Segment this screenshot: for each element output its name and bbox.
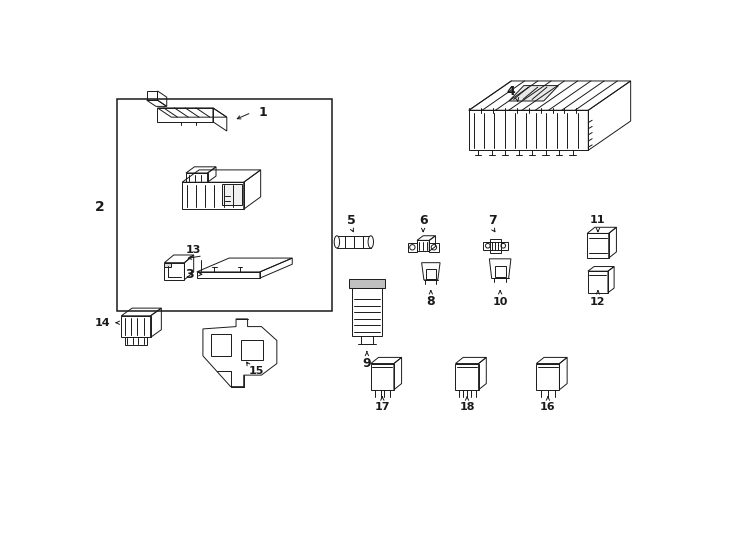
Polygon shape bbox=[164, 262, 170, 267]
Text: 14: 14 bbox=[95, 318, 111, 328]
Text: 10: 10 bbox=[493, 297, 508, 307]
Polygon shape bbox=[349, 279, 385, 288]
Text: 12: 12 bbox=[590, 297, 606, 307]
Ellipse shape bbox=[334, 236, 340, 248]
Text: 5: 5 bbox=[347, 214, 356, 227]
Ellipse shape bbox=[368, 236, 374, 248]
Text: 18: 18 bbox=[459, 402, 475, 413]
Text: 7: 7 bbox=[488, 214, 497, 227]
Text: 1: 1 bbox=[258, 106, 267, 119]
Text: 9: 9 bbox=[363, 357, 371, 370]
Text: 16: 16 bbox=[540, 402, 556, 413]
Text: 6: 6 bbox=[419, 214, 427, 227]
Text: 17: 17 bbox=[374, 402, 390, 413]
Text: 15: 15 bbox=[249, 366, 264, 376]
Text: 2: 2 bbox=[95, 200, 105, 214]
Polygon shape bbox=[222, 184, 242, 205]
Text: 13: 13 bbox=[186, 245, 201, 254]
Bar bbox=[117, 99, 333, 311]
Text: 3: 3 bbox=[186, 268, 195, 281]
Polygon shape bbox=[509, 85, 559, 101]
Text: 4: 4 bbox=[506, 85, 515, 98]
Text: 8: 8 bbox=[426, 295, 435, 308]
Text: 11: 11 bbox=[590, 215, 606, 225]
